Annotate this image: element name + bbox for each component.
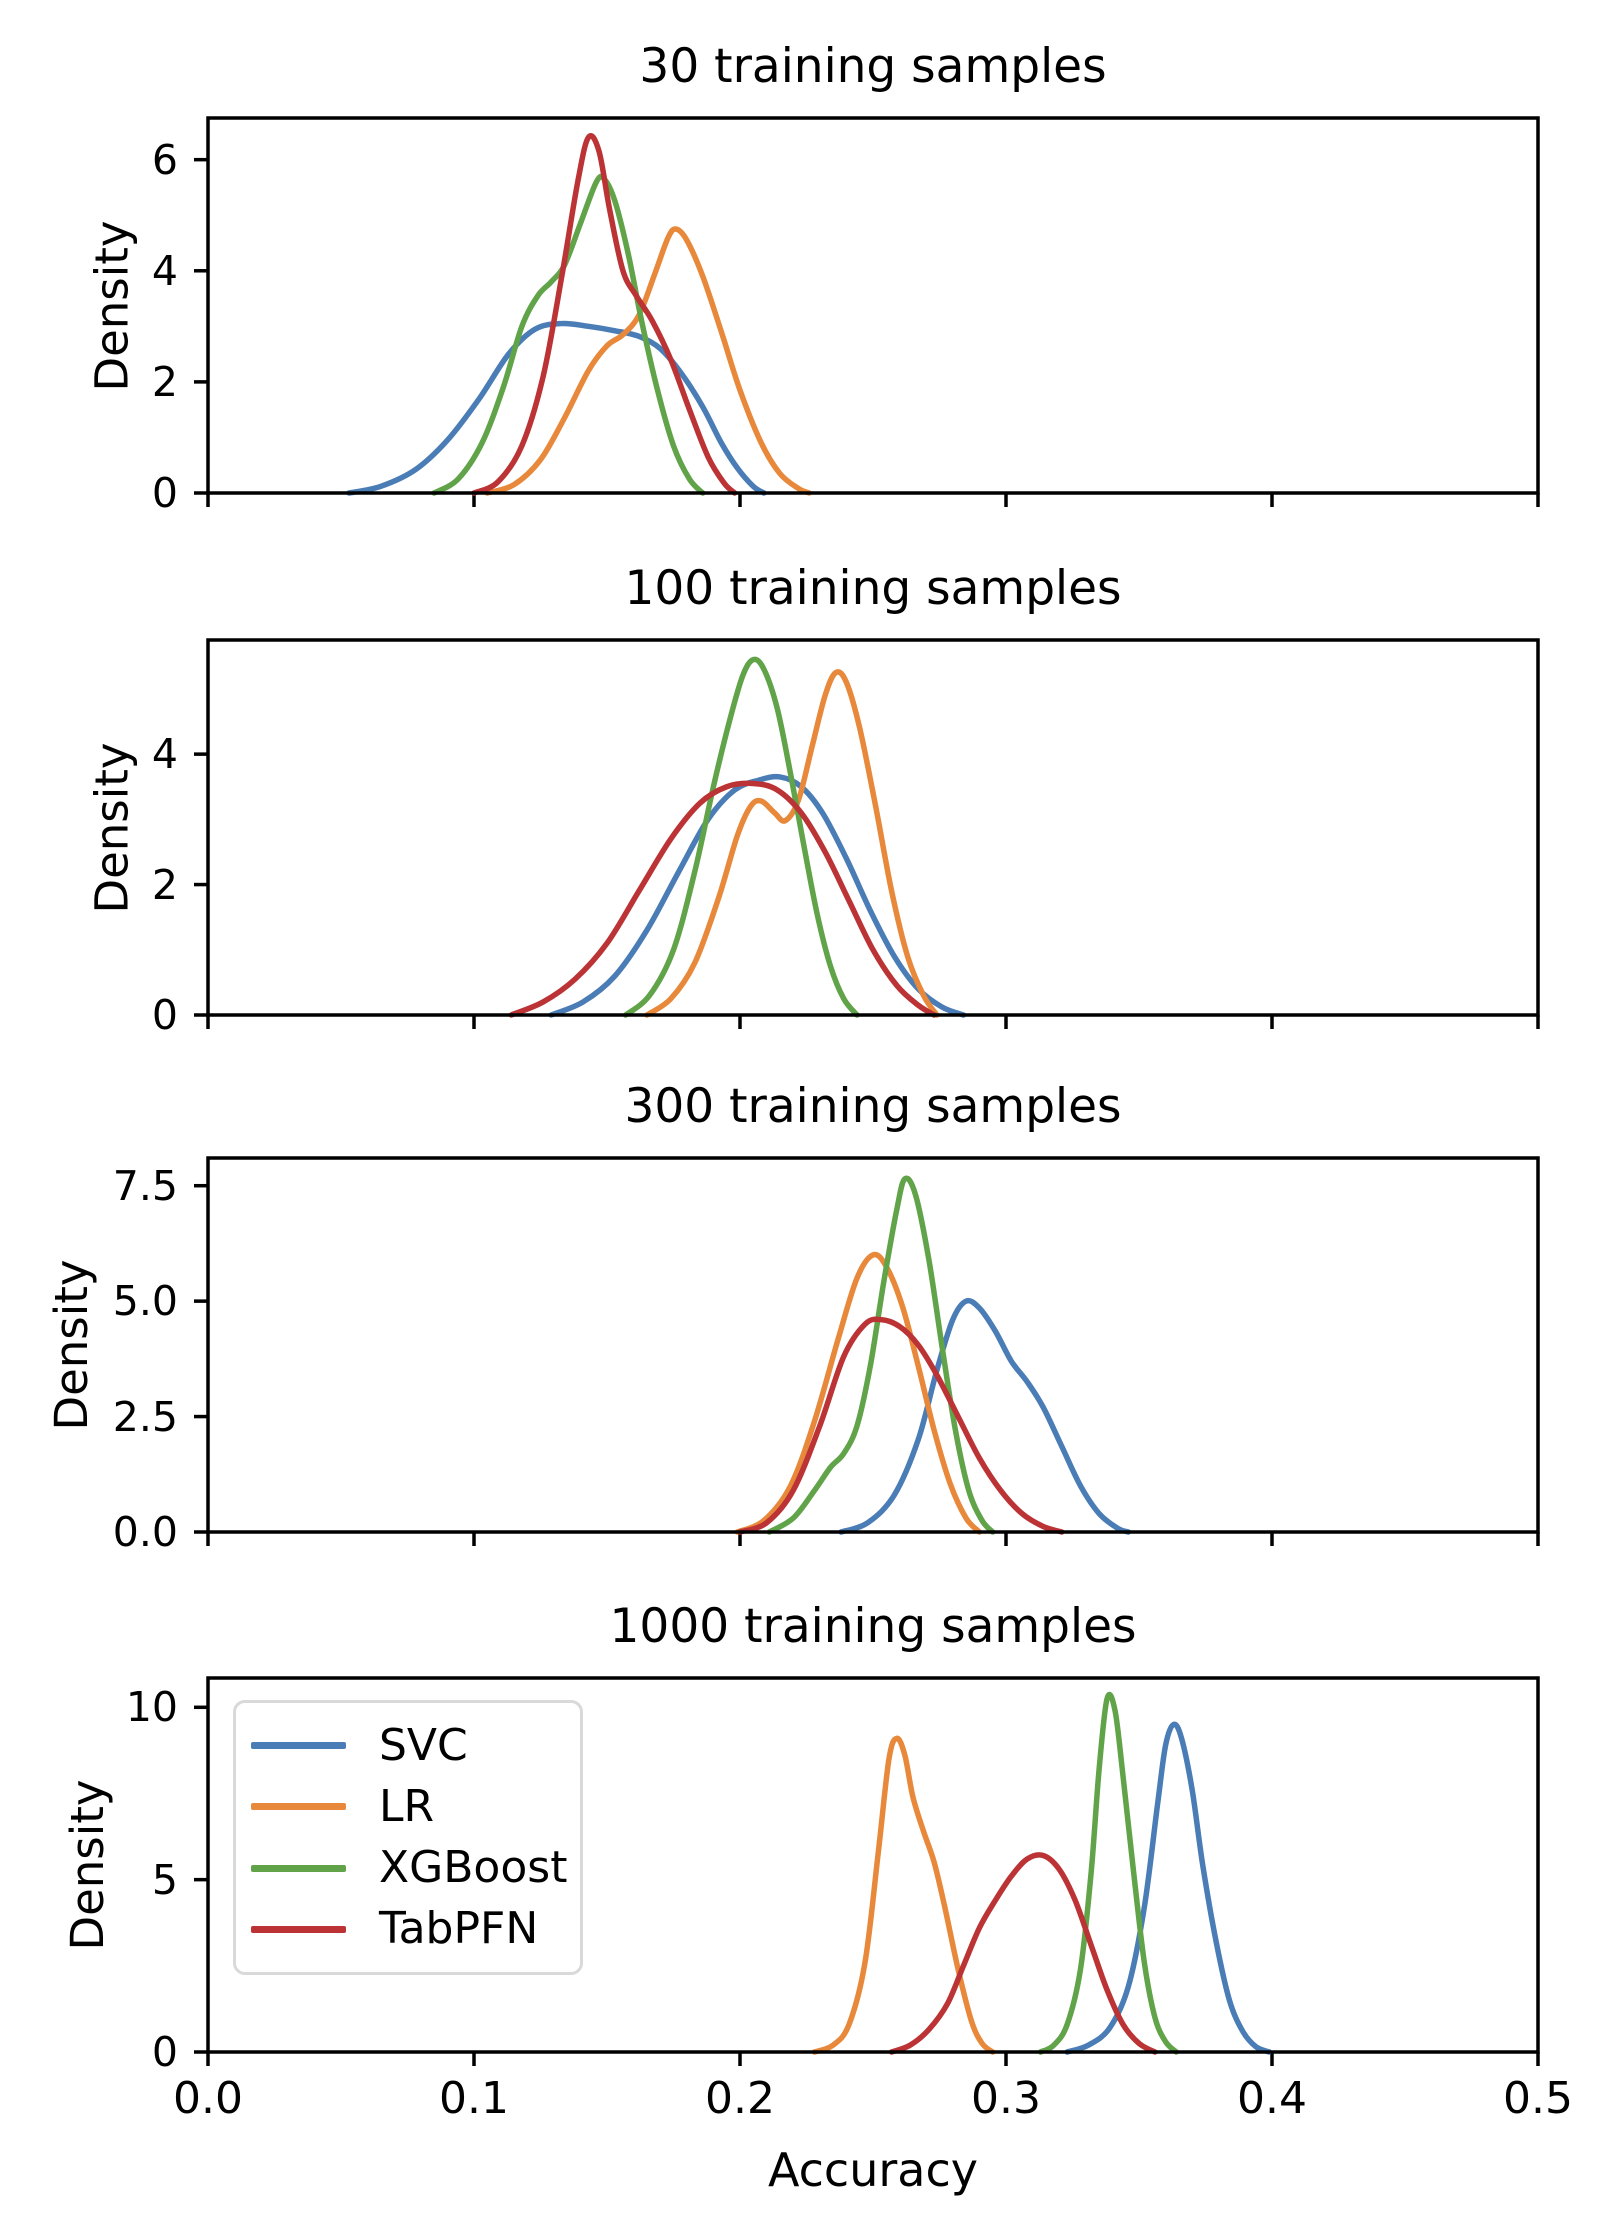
legend-entry-xgboost: XGBoost — [236, 1846, 580, 1890]
kde-curve-lr — [484, 226, 812, 496]
plot-area — [194, 638, 1540, 1029]
legend-label: XGBoost — [379, 1842, 568, 1894]
kde-curve-lr — [811, 1735, 996, 2055]
axes-spines — [206, 116, 1540, 495]
x-tick-label: 0.5 — [1503, 2073, 1573, 2124]
x-tick-label: 0.3 — [971, 2073, 1041, 2124]
plot-area — [194, 1676, 1540, 2066]
axes-spines — [206, 638, 1540, 1017]
axes-spines — [206, 1156, 1540, 1534]
kde-curve-svc — [1064, 1721, 1273, 2055]
plot-area — [194, 1156, 1540, 1546]
x-tick-label: 0.1 — [439, 2073, 509, 2124]
y-tick-label: 6 — [151, 135, 178, 184]
kde-curve-xgboost — [1037, 1691, 1179, 2055]
kde-curve-xgboost — [431, 173, 706, 496]
kde-curve-xgboost — [766, 1175, 996, 1535]
y-tick-label: 5.0 — [112, 1277, 178, 1326]
legend: SVC LR XGBoost TabPFN — [233, 1700, 583, 1975]
y-tick-label: 0.0 — [112, 1508, 178, 1556]
legend-entry-tabpfn: TabPFN — [236, 1907, 580, 1951]
kde-curve-svc — [548, 773, 967, 1018]
y-tick-label: 10 — [125, 1683, 178, 1732]
y-tick-label: 4 — [151, 246, 178, 295]
subplot-title: 300 training samples — [624, 1079, 1122, 1134]
subplot-title: 100 training samples — [624, 561, 1122, 616]
y-tick-label: 4 — [151, 730, 178, 779]
axes-spines — [206, 1676, 1540, 2054]
kde-curve-tabpfn — [508, 780, 937, 1018]
kde-curve-xgboost — [622, 656, 860, 1018]
kde-curve-tabpfn — [888, 1852, 1158, 2055]
kde-curve-tabpfn — [737, 1316, 1065, 1535]
legend-entry-lr: LR — [236, 1780, 580, 1832]
y-axis-label: Density — [85, 741, 138, 914]
subplot-title: 1000 training samples — [609, 1599, 1137, 1654]
plot-area — [194, 116, 1540, 507]
x-tick-label: 0.2 — [705, 2073, 775, 2124]
subplot-100-samples: 100 training samples Density 0 2 4 — [85, 561, 1540, 1039]
y-tick-label: 2 — [151, 860, 178, 909]
y-tick-label: 0 — [151, 2028, 178, 2076]
y-tick-label: 7.5 — [112, 1161, 178, 1210]
kde-curve-lr — [734, 1251, 983, 1535]
legend-label: SVC — [379, 1719, 468, 1771]
x-tick-label: 0.0 — [173, 2073, 243, 2124]
legend-line-swatch — [251, 1742, 346, 1750]
legend-line-swatch — [251, 1864, 346, 1872]
y-tick-label: 2.5 — [112, 1392, 178, 1441]
kde-curve-lr — [644, 669, 940, 1018]
legend-label: TabPFN — [379, 1903, 539, 1955]
legend-line-swatch — [251, 1803, 346, 1811]
legend-line-swatch — [251, 1925, 346, 1933]
kde-curve-svc — [346, 320, 767, 496]
kde-curve-svc — [838, 1297, 1132, 1535]
kde-curve-tabpfn — [471, 133, 738, 496]
y-tick-label: 2 — [151, 357, 178, 406]
legend-entry-svc: SVC — [236, 1719, 580, 1771]
x-axis-label: Accuracy — [767, 2143, 978, 2197]
y-tick-label: 0 — [151, 469, 178, 517]
y-axis-label: Density — [45, 1259, 98, 1431]
subplot-title: 30 training samples — [639, 39, 1107, 94]
subplot-300-samples: 300 training samples Density 0.0 2.5 5.0 7.… — [45, 1079, 1540, 1556]
legend-label: LR — [379, 1780, 435, 1832]
y-tick-label: 5 — [151, 1855, 178, 1904]
subplot-1000-samples: 1000 training samples Density SVC LR XGBoo… — [61, 1599, 1573, 2124]
x-tick-label: 0.4 — [1237, 2073, 1307, 2124]
y-tick-label: 0 — [151, 991, 178, 1039]
